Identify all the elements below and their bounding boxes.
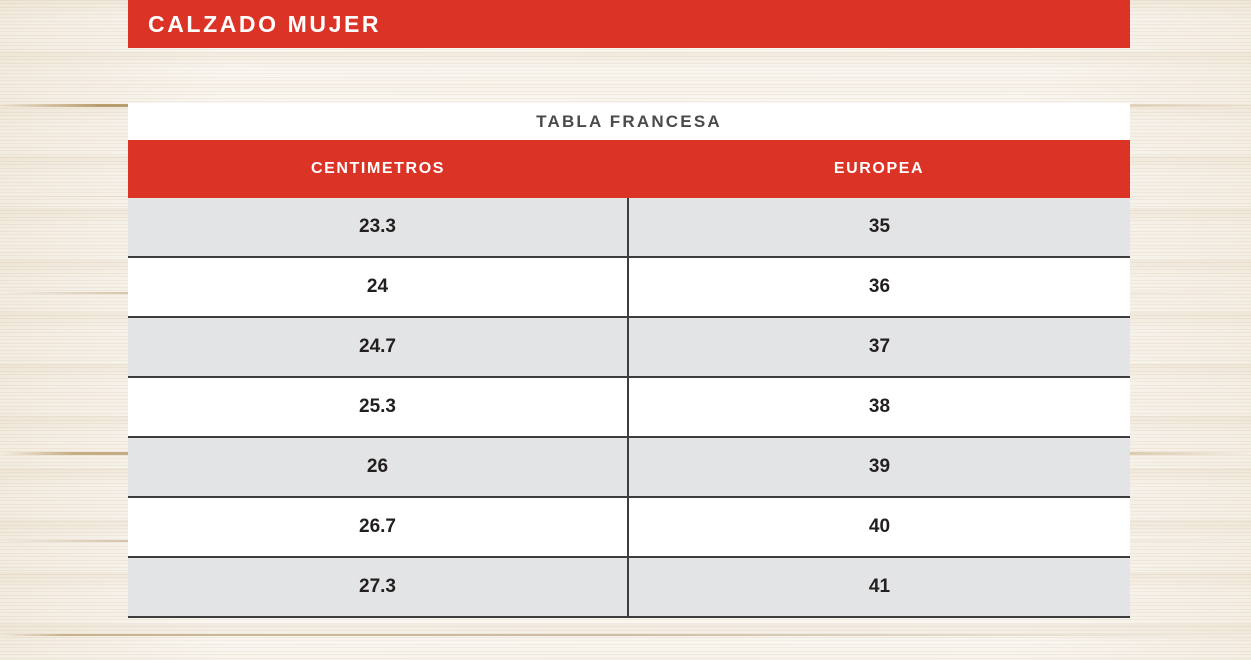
size-conversion-table: CENTIMETROS EUROPEA 23.3 35 24 36 24.7 3…: [128, 140, 1130, 618]
table-row: 25.3 38: [128, 377, 1130, 438]
table-row: 24 36: [128, 257, 1130, 318]
cell-europea: 41: [628, 557, 1130, 618]
cell-centimetros: 26.7: [128, 497, 629, 558]
table-body: 23.3 35 24 36 24.7 37 25.3 38 26 39 26.7…: [128, 198, 1130, 618]
column-header-centimetros: CENTIMETROS: [128, 140, 628, 198]
table-subtitle-band: TABLA FRANCESA: [128, 103, 1130, 140]
column-header-europea: EUROPEA: [628, 140, 1130, 198]
cell-europea: 35: [628, 198, 1130, 258]
table-row: 26.7 40: [128, 497, 1130, 558]
cell-europea: 37: [628, 317, 1130, 378]
cell-centimetros: 24: [128, 257, 629, 318]
cell-centimetros: 26: [128, 437, 629, 498]
page-title: CALZADO MUJER: [148, 10, 382, 37]
cell-europea: 38: [628, 377, 1130, 438]
table-row: 27.3 41: [128, 557, 1130, 618]
cell-centimetros: 23.3: [128, 198, 629, 258]
table-subtitle: TABLA FRANCESA: [536, 111, 722, 131]
cell-europea: 36: [628, 257, 1130, 318]
cell-centimetros: 25.3: [128, 377, 629, 438]
cell-europea: 40: [628, 497, 1130, 558]
cell-europea: 39: [628, 437, 1130, 498]
table-header-row: CENTIMETROS EUROPEA: [128, 140, 1130, 198]
table-row: 24.7 37: [128, 317, 1130, 378]
cell-centimetros: 27.3: [128, 557, 629, 618]
table-row: 26 39: [128, 437, 1130, 498]
table-header: CENTIMETROS EUROPEA: [128, 140, 1130, 198]
table-row: 23.3 35: [128, 198, 1130, 258]
page-title-bar: CALZADO MUJER: [128, 0, 1130, 48]
cell-centimetros: 24.7: [128, 317, 629, 378]
